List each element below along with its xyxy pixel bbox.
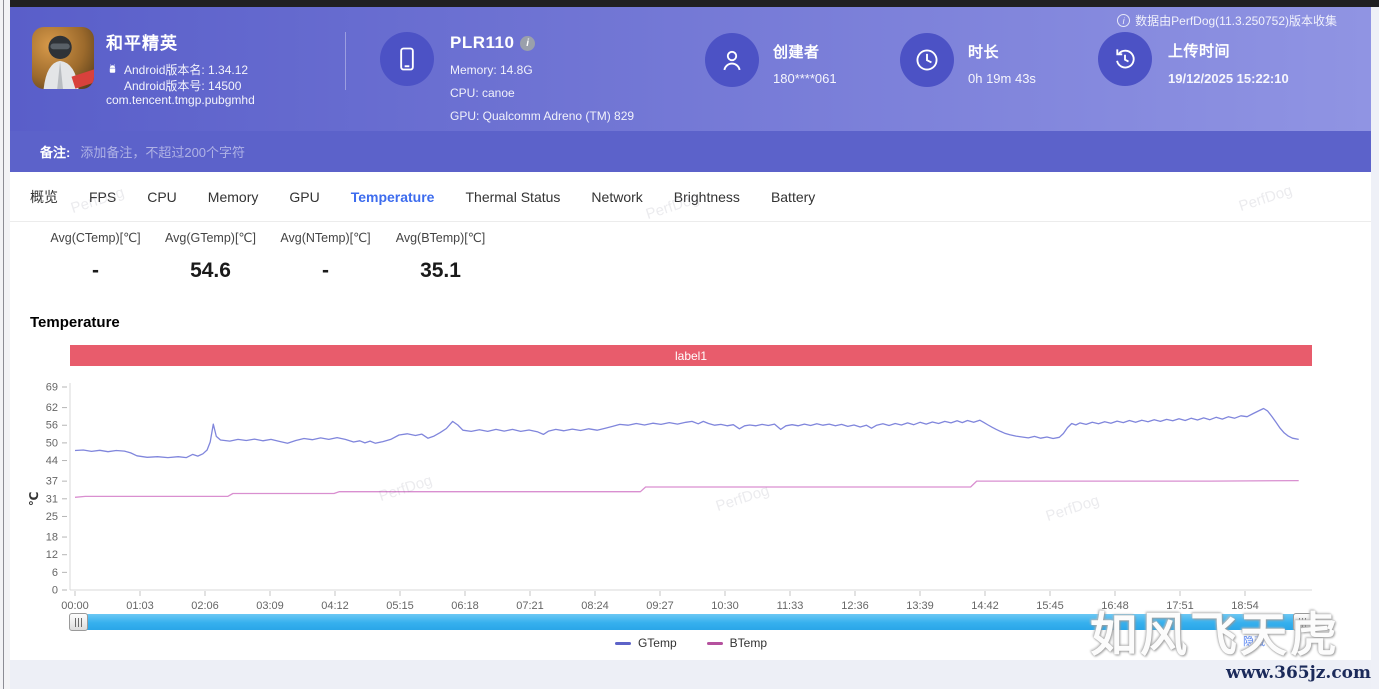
stat-value: 35.1 xyxy=(420,259,461,282)
tab-brightness[interactable]: Brightness xyxy=(673,188,740,205)
clock-icon xyxy=(916,49,938,71)
creator-icon-circle xyxy=(705,33,759,87)
legend-label: GTemp xyxy=(637,636,677,650)
tab-memory[interactable]: Memory xyxy=(207,188,259,205)
scrollbar-left-handle[interactable] xyxy=(69,613,88,631)
app-package: com.tencent.tmgp.pubgmhd xyxy=(106,93,255,107)
duration-icon-circle xyxy=(900,33,954,87)
page-bottom-strip xyxy=(10,660,1371,689)
note-label: 备注: xyxy=(40,145,71,160)
app-title: 和平精英 xyxy=(106,34,178,53)
app-version-name: Android版本名: 1.34.12 xyxy=(124,63,249,77)
app-icon xyxy=(32,27,94,89)
tab-cpu[interactable]: CPU xyxy=(147,188,177,205)
upload-value: 19/12/2025 15:22:10 xyxy=(1168,71,1289,86)
grip-icon xyxy=(1298,617,1307,627)
tab-fps[interactable]: FPS xyxy=(89,188,117,205)
collector-note-text: 数据由PerfDog(11.3.250752)版本收集 xyxy=(1135,14,1337,28)
tab-概览[interactable]: 概览 xyxy=(30,188,58,205)
stat-value: 54.6 xyxy=(190,259,231,282)
stat-label: Avg(NTemp)[℃] xyxy=(280,231,371,245)
stat-ctemp: Avg(CTemp)[℃] - xyxy=(38,230,153,283)
device-cpu: CPU: canoe xyxy=(450,86,515,100)
stat-gtemp: Avg(GTemp)[℃] 54.6 xyxy=(153,230,268,283)
android-icon xyxy=(109,64,116,73)
chart-section-title: Temperature xyxy=(30,314,120,331)
device-icon-circle xyxy=(380,32,434,86)
grip-icon xyxy=(74,617,83,627)
legend-swatch xyxy=(706,641,723,645)
creator-value: 180****061 xyxy=(773,71,837,86)
stat-value: - xyxy=(322,259,329,282)
app-version-code: Android版本号: 14500 xyxy=(124,79,242,93)
duration-value: 0h 19m 43s xyxy=(968,71,1036,86)
stat-ntemp: Avg(NTemp)[℃] - xyxy=(268,230,383,283)
metric-tabs: 概览 FPS CPU Memory GPU Temperature Thermal Stat… xyxy=(10,172,1371,222)
chart-horizontal-scrollbar[interactable] xyxy=(69,613,1312,631)
tab-temperature[interactable]: Temperature xyxy=(350,188,435,205)
upload-icon-circle xyxy=(1098,32,1152,86)
legend-item-btemp[interactable]: BTemp xyxy=(706,636,768,650)
tab-battery[interactable]: Battery xyxy=(770,188,816,205)
tab-gpu[interactable]: GPU xyxy=(289,188,320,205)
upload-label: 上传时间 xyxy=(1168,43,1231,60)
stat-label: Avg(BTemp)[℃] xyxy=(395,231,486,245)
legend-label: BTemp xyxy=(729,636,768,650)
legend-item-gtemp[interactable]: GTemp xyxy=(614,636,677,650)
stat-btemp: Avg(BTemp)[℃] 35.1 xyxy=(383,230,498,283)
stat-value: - xyxy=(92,259,99,282)
note-bar[interactable]: 备注: 添加备注，不超过200个字符 xyxy=(10,131,1371,172)
scrollbar-right-handle[interactable] xyxy=(1293,613,1312,631)
history-clock-icon xyxy=(1116,49,1135,69)
device-memory: Memory: 14.8G xyxy=(450,63,533,77)
user-icon xyxy=(723,50,741,71)
chart-annotation-banner: label1 xyxy=(70,345,1312,366)
page-left-edge xyxy=(0,0,10,689)
report-header: i 数据由PerfDog(11.3.250752)版本收集 和平精英 Andro… xyxy=(10,7,1371,131)
stat-label: Avg(CTemp)[℃] xyxy=(50,231,141,245)
tab-network[interactable]: Network xyxy=(591,188,643,205)
collector-version-note: i 数据由PerfDog(11.3.250752)版本收集 xyxy=(1117,12,1337,29)
note-placeholder: 添加备注，不超过200个字符 xyxy=(80,145,246,160)
legend-swatch xyxy=(614,641,631,645)
duration-label: 时长 xyxy=(968,44,1000,61)
game-art-icon xyxy=(43,35,94,89)
banner-label: label1 xyxy=(674,348,708,363)
creator-label: 创建者 xyxy=(773,44,820,61)
device-info-icon[interactable]: i xyxy=(520,36,536,52)
phone-icon xyxy=(400,47,414,71)
stat-label: Avg(GTemp)[℃] xyxy=(165,231,256,245)
chart-legend: GTemp BTemp xyxy=(70,636,1312,650)
info-icon: i xyxy=(1117,14,1131,27)
device-model: PLR110 i xyxy=(450,33,536,53)
tab-thermal-status[interactable]: Thermal Status xyxy=(465,188,561,205)
page-right-edge xyxy=(1371,7,1379,689)
summary-stats: Avg(CTemp)[℃] - Avg(GTemp)[℃] 54.6 Avg(N… xyxy=(38,230,498,283)
device-gpu: GPU: Qualcomm Adreno (TM) 829 xyxy=(450,109,635,123)
hide-link[interactable]: 隐藏 xyxy=(1243,636,1265,648)
window-top-bar xyxy=(10,0,1379,7)
header-divider xyxy=(345,32,346,90)
